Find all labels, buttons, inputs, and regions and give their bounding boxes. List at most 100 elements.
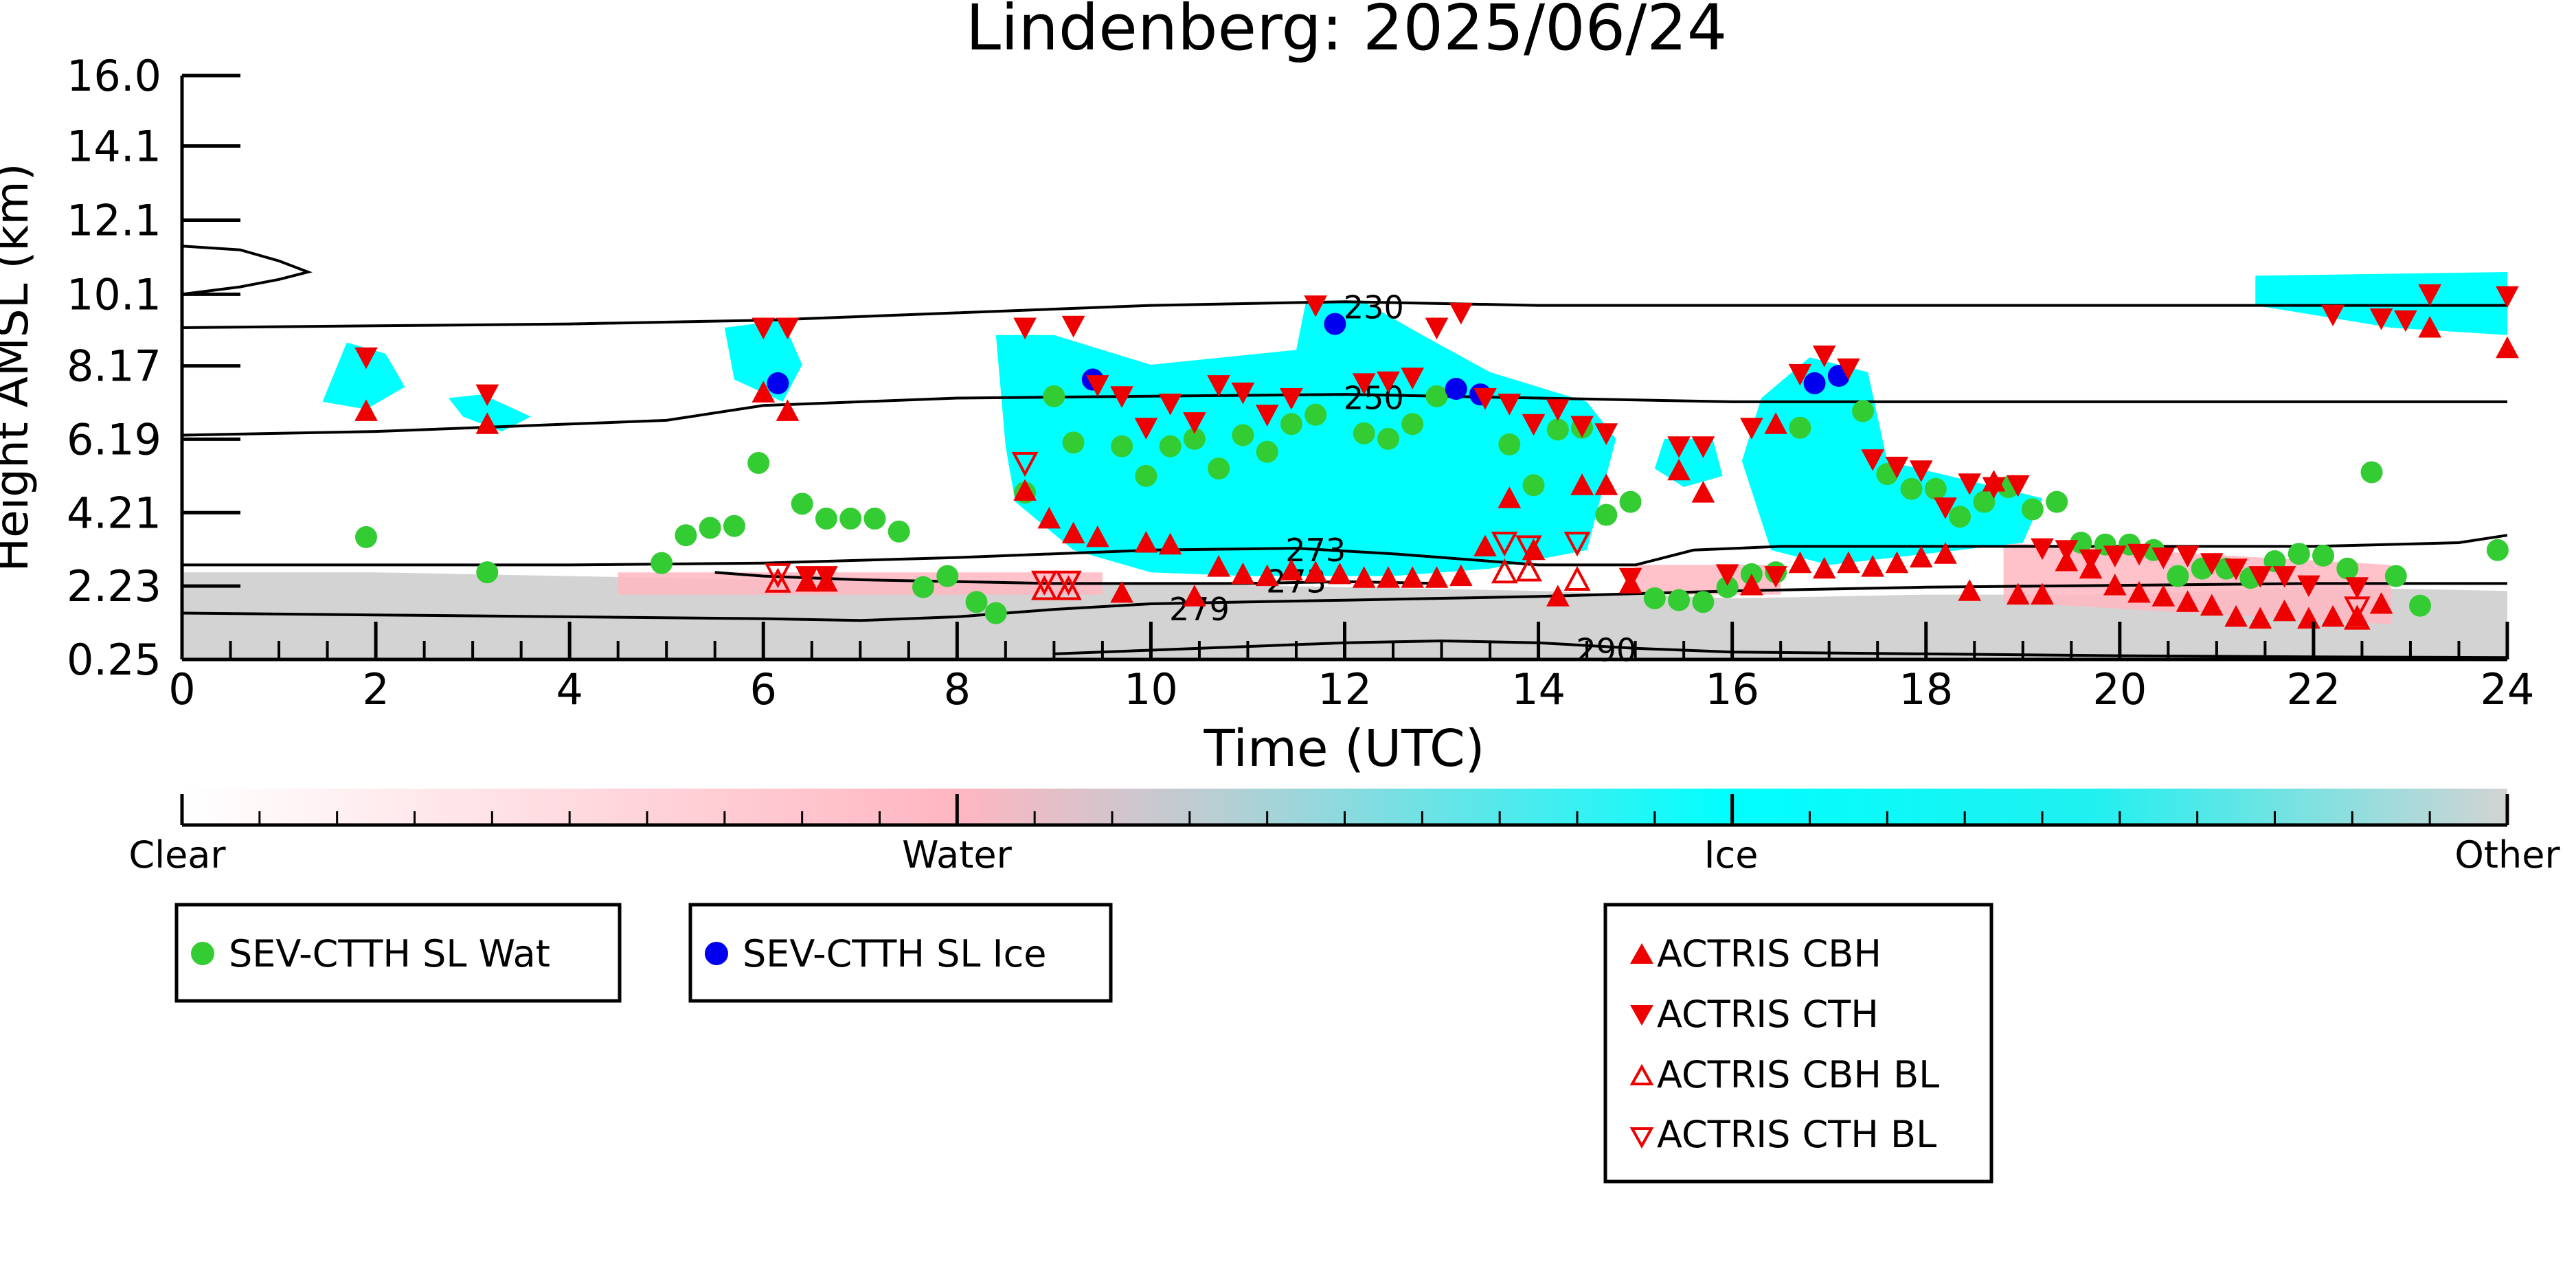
actris-cbh-point [1788,551,1812,574]
sev-ctth-sl-wat-point [747,451,770,474]
chart-title: Lindenberg: 2025/06/24 [966,0,1728,65]
legend-actris: ACTRIS CBH ACTRIS CTH ACTRIS CBH BL ACTR… [1603,903,1993,1184]
actris-cth-point [2321,304,2345,327]
actris-cbh-point [1740,574,1763,596]
colorbar-ticks [180,794,2509,825]
actris-cth-point [2031,538,2054,561]
sev-ctth-sl-wat-point [1062,431,1085,454]
sev-ctth-sl-wat-point [2360,461,2383,484]
sev-ctth-sl-wat-point [723,515,745,537]
sev-ctth-sl-ice-point [1324,313,1346,335]
actris-cbh-point [1812,556,1836,579]
actris-cth-point [1134,418,1158,440]
x-tick-label: 20 [2092,664,2147,714]
actris-cth-bl-point [765,563,791,589]
actris-cbh-point [1377,566,1400,588]
actris-cth-point [475,384,499,407]
legend-label-sev-wat: SEV-CTTH SL Wat [229,932,550,975]
actris-cbh-point [2006,583,2030,605]
sev-ctth-sl-wat-point [1401,413,1424,436]
sev-ctth-sl-wat-point [354,526,377,548]
actris-cth-point [1013,317,1037,340]
actris-cth-point [1158,394,1182,416]
actris-cth-point [1885,456,1909,479]
y-tick-label: 2.23 [67,561,161,611]
sev-ctth-sl-wat-point [1595,504,1618,526]
legend-box [688,903,1113,1003]
data-markers [354,284,2519,630]
sev-ctth-sl-wat-point [1377,427,1399,450]
actris-cbh-point [1861,555,1885,577]
sev-ctth-sl-wat-point [1668,589,1691,611]
actris-cth-point [1546,399,1570,421]
legend-box [174,903,622,1003]
actris-cth-point [2176,545,2200,567]
sev-ctth-sl-wat-point [984,602,1007,624]
contour-label: 290 [1576,632,1636,669]
sev-ctth-sl-wat-point [1256,440,1278,463]
legend-marker-actris-cbh [1630,943,1653,964]
ice-mask-region [448,394,531,432]
colorbar-label-water: Water [902,833,1012,877]
actris-cbh-point [1425,566,1449,588]
actris-cbh-point [1158,532,1182,555]
x-tick-label: 18 [1899,664,1953,714]
sev-ctth-sl-wat-point [2046,490,2068,513]
actris-cth-point [2055,540,2079,562]
sev-ctth-sl-wat-point [1498,433,1521,455]
actris-cbh-point [1934,542,1957,564]
actris-cbh-point [1352,566,1376,588]
actris-cbh-point [1134,530,1158,553]
actris-cth-point [1304,295,1328,317]
actris-cbh-point [752,381,776,403]
actris-cth-point [2127,543,2151,566]
actris-cth-point [795,566,819,588]
actris-cth-point [1594,423,1618,445]
colorbar-label-other: Other [2454,833,2560,877]
sev-ctth-sl-wat-point [2021,498,2044,521]
actris-cbh-point [2418,315,2442,338]
y-tick-label: 8.17 [67,341,161,392]
actris-cbh-point [1013,479,1037,501]
actris-cbh-bl-point [1030,575,1058,600]
actris-cbh-point [1764,412,1787,434]
actris-cth-point [1280,388,1303,410]
y-tick-label: 0.25 [67,635,161,685]
sev-ctth-sl-wat-point [2287,543,2310,565]
y-tick-label: 6.19 [67,414,161,464]
legend-marker-sev-wat [191,942,214,965]
sev-ctth-sl-wat-point [1900,477,1923,500]
contour-line [181,582,2507,622]
x-tick-label: 14 [1511,664,1566,714]
actris-cth-point [1570,416,1594,438]
actris-cbh-point [1255,564,1279,587]
sev-ctth-sl-ice-point [767,372,789,394]
sev-ctth-sl-wat-point [1973,490,1996,513]
legend-label-actris-cth: ACTRIS CTH [1657,993,1879,1036]
actris-cbh-point [1594,473,1618,495]
contour-label: 230 [1344,289,1404,326]
sev-ctth-sl-wat-point [839,507,862,530]
sev-ctth-sl-wat-point [1949,506,1971,528]
actris-cth-bl-point [2344,596,2371,622]
actris-cth-point [1958,473,1982,495]
actris-cbh-bl-point [1515,556,1542,582]
legend-marker-actris-cbh-bl [1629,1063,1654,1085]
x-tick-label: 24 [2481,664,2535,714]
actris-cbh-point [1207,555,1230,577]
sev-ctth-sl-wat-point [863,507,886,530]
actris-cbh-point [1837,551,1860,574]
x-tick-label: 8 [944,664,971,714]
sev-ctth-sl-wat-point [1135,464,1157,487]
actris-cth-bl-point [1491,532,1518,557]
actris-cth-point [1667,436,1691,458]
actris-cbh-bl-point [1055,575,1082,600]
sev-ctth-sl-wat-point [1619,490,1642,513]
tropopause-line [181,245,313,296]
sev-ctth-sl-wat-point [1789,416,1811,439]
actris-cbh-point [475,412,499,434]
actris-cbh-bl-point [1491,558,1518,584]
actris-cth-point [1618,567,1642,590]
actris-cth-bl-point [1055,570,1082,596]
actris-cth-point [1110,386,1133,408]
